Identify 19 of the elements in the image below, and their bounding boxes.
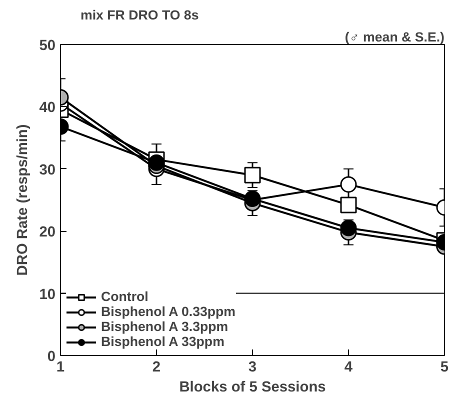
y-tick-label: 10 bbox=[39, 286, 56, 303]
x-tick-label: 1 bbox=[56, 360, 65, 376]
y-tick-label: 30 bbox=[39, 162, 56, 178]
legend-label: Bisphenol A 3.3ppm bbox=[101, 319, 228, 334]
x-tick-label: 3 bbox=[248, 360, 257, 376]
annotation: (♂ mean & S.E.) bbox=[344, 30, 445, 44]
y-tick-label: 40 bbox=[39, 100, 56, 116]
x-axis-title: Blocks of 5 Sessions bbox=[179, 380, 326, 396]
x-tick-label: 4 bbox=[344, 360, 354, 376]
legend-label: Bisphenol A 0.33ppm bbox=[101, 304, 236, 319]
y-tick-label: 20 bbox=[39, 224, 56, 241]
x-tick-label: 5 bbox=[440, 360, 449, 376]
y-tick-label: 50 bbox=[39, 38, 56, 54]
chart-title: mix FR DRO TO 8s bbox=[80, 8, 199, 22]
x-tick-label: 2 bbox=[152, 360, 161, 376]
legend-label: Control bbox=[101, 289, 148, 304]
legend-label: Bisphenol A 33ppm bbox=[101, 334, 224, 349]
y-axis-title: DRO Rate (resps/min) bbox=[15, 124, 32, 276]
y-tick-label: 0 bbox=[47, 349, 56, 365]
